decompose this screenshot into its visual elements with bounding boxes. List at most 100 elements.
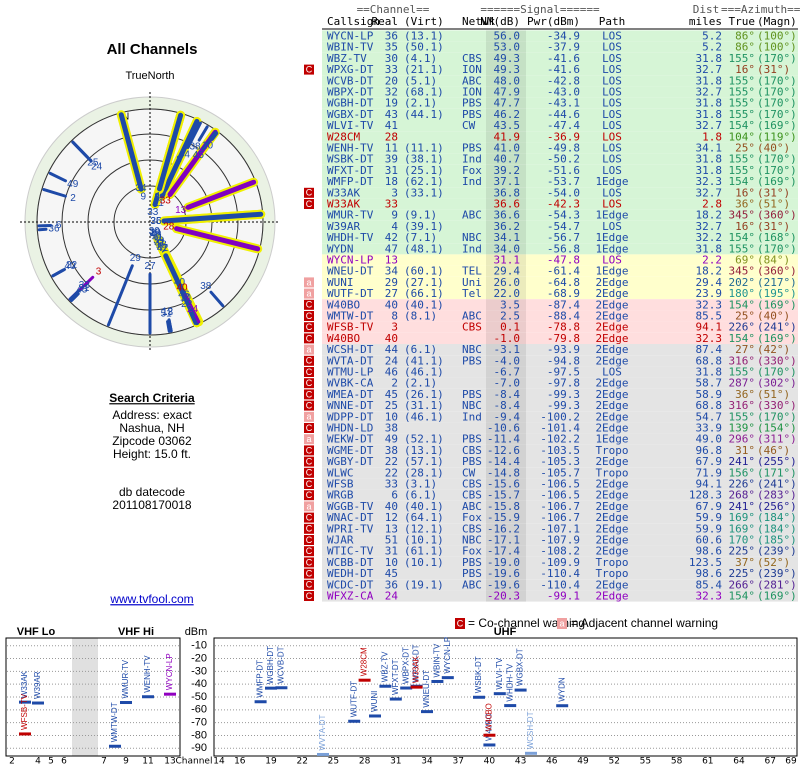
warning-box [304,378,314,389]
warning-marker: C [306,311,313,321]
radar-title: All Channels [107,41,198,58]
nm-shade [486,30,526,42]
search-line: Nashua, NH [119,421,184,435]
warning-marker: a [306,288,311,298]
legend-co-text: = Co-channel warning [468,616,585,630]
cell: 19 [385,97,398,110]
cell: (5.1) [404,74,437,87]
nm-shade [486,176,526,188]
warning-box [304,389,314,400]
cell: -87.4 [547,298,580,311]
radar-label: 22 [181,299,193,310]
cell: WLVI-TV [327,119,374,132]
warning-marker: C [306,512,313,522]
signal-bar [164,692,176,696]
radar-spoke [71,140,89,159]
group-header: Dist [693,3,720,16]
cell: WEDH-DT [327,567,374,580]
cell: WTMU-LP [327,366,374,379]
cell: 4 [391,220,398,233]
cell: 16° [735,220,755,233]
cell: 31.8 [696,164,723,177]
cell: 58.9 [696,388,723,401]
site-link[interactable]: www.tvfool.com [109,592,193,606]
warning-box [304,523,314,534]
cell: (170°) [757,108,797,121]
cell: -54.0 [547,186,580,199]
radar-label: 19 [150,228,162,239]
cell: -78.8 [547,321,580,334]
signal-label: W39AR [33,671,42,699]
signal-label: WMUR-TV [121,659,130,698]
row-band [322,243,798,255]
cell: (46.1) [404,410,444,423]
cell: CBS [462,444,482,457]
cell: 31.8 [696,242,723,255]
radar-label: 44 [179,149,191,160]
cell: WVBK-CA [327,377,374,390]
x-tick-label: 43 [515,757,526,767]
signal-bar [525,751,537,755]
radar-label: 38 [190,142,202,153]
cell: (119°) [757,130,797,143]
cell: 28 [385,130,398,143]
cell: (52.1) [404,433,444,446]
radar-spoke [187,303,199,325]
cell: -42.8 [547,74,580,87]
cell: 155° [729,52,756,65]
legend-adj-box [557,618,567,629]
signal-label: WMTW-DT [110,702,119,742]
warning-marker: a [306,412,311,422]
cell: (311°) [757,433,797,446]
nm-shade [486,534,526,546]
nm-shade [486,97,526,109]
y-tick-label: -60 [191,704,207,716]
cell: LOS [602,220,622,233]
cell: WGBH-DT [327,97,374,110]
cell: 123.5 [689,556,722,569]
nm-shade [486,164,526,176]
cell: 8 [391,310,398,323]
radar-spoke [68,289,81,301]
cell: LOS [602,254,622,267]
radar-spoke [185,179,257,210]
x-tick-label: 14 [213,757,225,767]
row-band [322,556,798,568]
radar-label: 24 [91,161,103,172]
row-band [322,86,798,98]
cell: 34.1 [494,231,521,244]
cell: 3 [391,321,398,334]
cell: LOS [602,153,622,166]
radar-label: 43 [150,229,162,240]
row-band [322,411,798,423]
warning-marker: C [306,479,313,489]
cell: -9.4 [494,410,521,423]
x-tick-label: 31 [390,757,401,767]
cell: LOS [602,130,622,143]
cell: (169°) [757,175,797,188]
nm-shade [486,52,526,64]
cell: 2Edge [595,522,628,535]
cell: 1Edge [595,242,628,255]
cell: 225° [729,545,756,558]
cell: WMFP-DT [327,175,374,188]
nm-shade [486,321,526,333]
row-band [322,579,798,591]
cell: -8.4 [494,399,521,412]
nm-shade [486,220,526,232]
y-tick-label: -20 [191,652,207,664]
cell: (48.1) [404,242,444,255]
cell: -41.6 [547,52,580,65]
cell: CW [462,466,476,479]
radar-label: 4 [155,191,161,202]
cell: NBC [462,231,482,244]
cell: WMUR-TV [327,209,374,222]
cell: (57.1) [404,455,444,468]
cell: (330°) [757,399,797,412]
cell: LOS [602,30,622,43]
cell: -107.9 [540,534,580,547]
cell: 94.1 [696,321,723,334]
cell: (12.1) [404,522,444,535]
signal-label: W33AK [412,655,421,683]
cell: (13.1) [404,444,444,457]
